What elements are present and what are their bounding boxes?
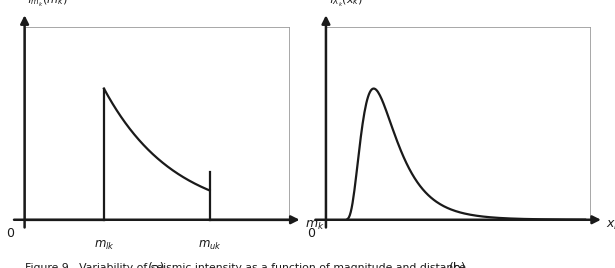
Text: $\mathit{m_{uk}}$: $\mathit{m_{uk}}$ (198, 239, 221, 252)
Text: Figure 9.  Variability of seismic intensity as a function of magnitude and dista: Figure 9. Variability of seismic intensi… (25, 263, 466, 268)
Text: $\mathit{x_k}$: $\mathit{x_k}$ (606, 219, 615, 232)
Text: $\mathit{m_{lk}}$: $\mathit{m_{lk}}$ (93, 239, 114, 252)
Text: (a): (a) (148, 262, 165, 268)
Text: 0: 0 (6, 228, 14, 240)
Text: $\mathit{f_{X_k}(x_k)}$: $\mathit{f_{X_k}(x_k)}$ (328, 0, 363, 9)
Text: (b): (b) (450, 262, 467, 268)
Text: 0: 0 (308, 228, 315, 240)
Text: $\mathit{f_{m_k}(m_k)}$: $\mathit{f_{m_k}(m_k)}$ (27, 0, 68, 9)
Text: $\mathit{m_k}$: $\mathit{m_k}$ (305, 219, 325, 232)
